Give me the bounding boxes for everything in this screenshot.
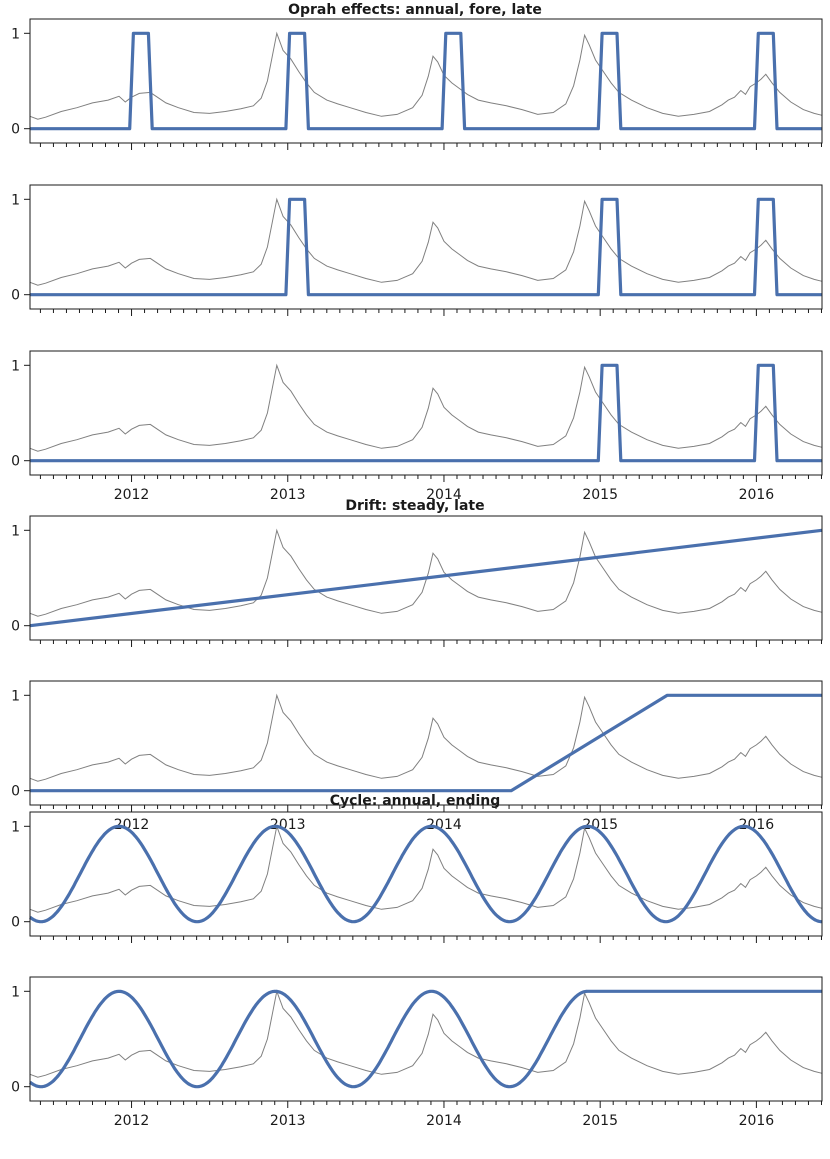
- y-tick-label: 0: [11, 915, 20, 931]
- panel-7: 0 1 2012 2013 2014 2015 2016: [11, 976, 823, 1129]
- title-cycle: Cycle: annual, ending: [330, 793, 501, 809]
- x-tick-label: 2014: [426, 1113, 462, 1129]
- x-tick-label: 2016: [739, 1113, 775, 1129]
- signal-line: [29, 824, 823, 924]
- x-tick-label: 2016: [739, 487, 775, 503]
- signal-line: [29, 989, 822, 1089]
- background-series-line: [29, 824, 823, 913]
- signal-line: [30, 693, 822, 793]
- panel-5: 0 1 2012 2013 2014 2015 2016: [11, 680, 823, 833]
- y-tick-label: 0: [11, 1080, 20, 1096]
- panel-2: 01: [11, 184, 823, 316]
- title-oprah-effects: Oprah effects: annual, fore, late: [288, 2, 542, 18]
- plot-frame: [29, 680, 823, 806]
- signal-line: [30, 363, 822, 463]
- y-tick-label: 1: [11, 819, 20, 835]
- y-tick-label: 0: [11, 122, 20, 138]
- x-tick-label: 2013: [270, 487, 306, 503]
- y-tick-label: 0: [11, 619, 20, 635]
- y-tick-label: 1: [11, 523, 20, 539]
- background-series-line: [29, 693, 823, 782]
- title-drift: Drift: steady, late: [345, 498, 484, 514]
- y-tick-label: 0: [11, 288, 20, 304]
- plot-frame: [29, 515, 823, 641]
- background-series-line: [29, 989, 823, 1078]
- x-tick-label: 2013: [270, 817, 306, 833]
- plot-frame: [29, 811, 823, 937]
- y-tick-label: 1: [11, 358, 20, 374]
- x-tick-label: 2012: [114, 817, 150, 833]
- y-tick-label: 0: [11, 784, 20, 800]
- x-tick-label: 2014: [426, 817, 462, 833]
- plot-frame: [29, 976, 823, 1102]
- y-tick-label: 1: [11, 26, 20, 42]
- background-series-line: [29, 528, 823, 617]
- signal-line: [30, 197, 822, 297]
- x-tick-label: 2013: [270, 1113, 306, 1129]
- x-tick-label: 2012: [114, 1113, 150, 1129]
- signal-line: [29, 528, 823, 628]
- background-series-line: [29, 363, 823, 452]
- x-tick-label: 2014: [426, 487, 462, 503]
- panel-6: 01: [11, 811, 823, 943]
- panel-4: 01: [11, 515, 823, 647]
- y-tick-label: 1: [11, 688, 20, 704]
- x-tick-label: 2016: [739, 817, 775, 833]
- plot-frame: [29, 184, 823, 310]
- panel-3: 0 1 2012 2013 2014 2015 2016: [11, 350, 823, 503]
- signal-line: [30, 31, 822, 131]
- x-tick-label: 2015: [582, 487, 618, 503]
- panel-1: 01: [11, 18, 823, 150]
- plot-frame: [29, 350, 823, 476]
- plot-frame: [29, 18, 823, 144]
- y-tick-label: 0: [11, 454, 20, 470]
- background-series-line: [29, 197, 823, 286]
- y-tick-label: 1: [11, 192, 20, 208]
- y-tick-label: 1: [11, 984, 20, 1000]
- x-tick-label: 2015: [582, 817, 618, 833]
- x-tick-label: 2015: [582, 1113, 618, 1129]
- x-tick-label: 2012: [114, 487, 150, 503]
